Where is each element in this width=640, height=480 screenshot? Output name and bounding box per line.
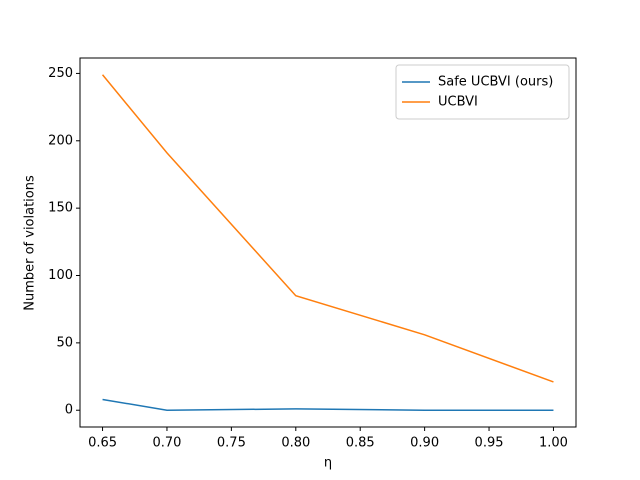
series-line	[101, 74, 554, 383]
x-tick-label: 0.80	[281, 436, 310, 451]
y-tick-label: 0	[65, 403, 73, 418]
y-tick-label: 100	[48, 268, 73, 283]
x-tick-label: 1.00	[539, 436, 568, 451]
y-tick-label: 200	[48, 133, 73, 148]
x-tick-label: 0.65	[88, 436, 117, 451]
legend-box	[395, 64, 570, 120]
x-tick-label: 0.85	[346, 436, 375, 451]
y-tick-label: 150	[48, 201, 73, 216]
x-tick-label: 0.95	[475, 436, 504, 451]
x-tick-label: 0.70	[152, 436, 181, 451]
y-tick-label: 50	[56, 335, 73, 350]
x-tick-label: 0.75	[217, 436, 246, 451]
plot-frame	[79, 57, 577, 428]
legend-label: Safe UCBVI (ours)	[438, 75, 553, 90]
x-tick-label: 0.90	[410, 436, 439, 451]
legend-label: UCBVI	[438, 95, 478, 110]
series-line	[102, 398, 554, 411]
y-axis-label: Number of violations	[23, 175, 38, 311]
x-axis-label: η	[324, 456, 332, 471]
y-tick-label: 250	[48, 66, 73, 81]
